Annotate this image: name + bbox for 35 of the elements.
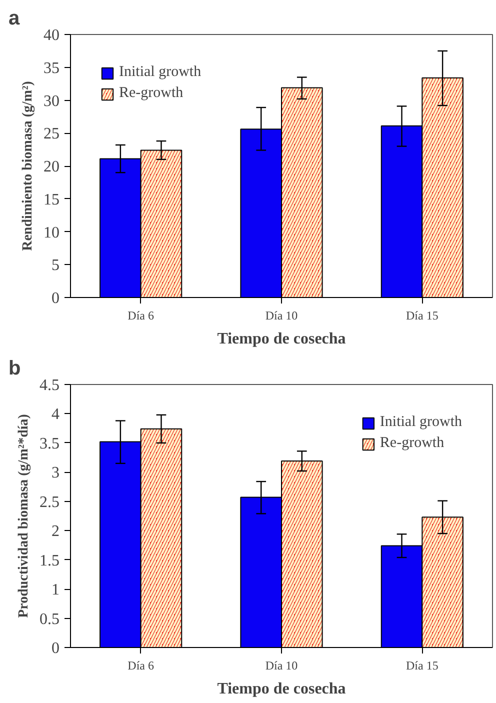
y-tick-label: 4 [52,406,60,424]
legend-label: Initial growth [119,64,202,81]
y-axis-title: Productividad biomasa (g/m²*día) [16,414,32,618]
y-tick-label: 5 [52,257,60,274]
x-tick-label: Día 10 [265,658,298,672]
x-tick-label: Día 6 [128,658,154,672]
y-tick-label: 35 [44,60,60,77]
x-axis-title: Tiempo de cosecha [217,330,346,348]
legend-label: Re-growth [119,85,184,102]
x-tick-label: Día 15 [406,658,438,672]
x-tick-label: Día 15 [406,308,438,322]
x-axis-title: Tiempo de cosecha [217,680,346,698]
chart-title: a [8,8,20,30]
y-tick-label: 3.5 [40,435,60,452]
y-tick-label: 1.5 [40,552,60,570]
y-tick-label: 40 [44,27,60,44]
y-tick-label: 3 [52,464,60,482]
y-tick-label: 2.5 [40,494,60,511]
chart-title: b [8,358,21,380]
x-tick-label: Día 6 [128,308,154,322]
y-tick-label: 30 [44,92,60,110]
y-tick-label: 10 [44,224,60,242]
y-tick-label: 1 [52,582,60,599]
y-axis-title: Rendimiento biomasa (g/m²) [20,80,36,251]
y-tick-label: 4.5 [40,377,60,394]
y-tick-label: 0 [52,640,60,657]
y-tick-label: 15 [44,191,60,208]
y-tick-label: 0.5 [40,610,60,628]
legend-label: Initial growth [380,414,462,431]
y-tick-label: 20 [44,158,60,176]
x-tick-label: Día 10 [265,308,298,322]
legend-label: Re-growth [380,435,444,452]
y-tick-label: 2 [52,523,60,540]
y-tick-label: 0 [52,290,60,307]
y-tick-label: 25 [44,126,60,143]
